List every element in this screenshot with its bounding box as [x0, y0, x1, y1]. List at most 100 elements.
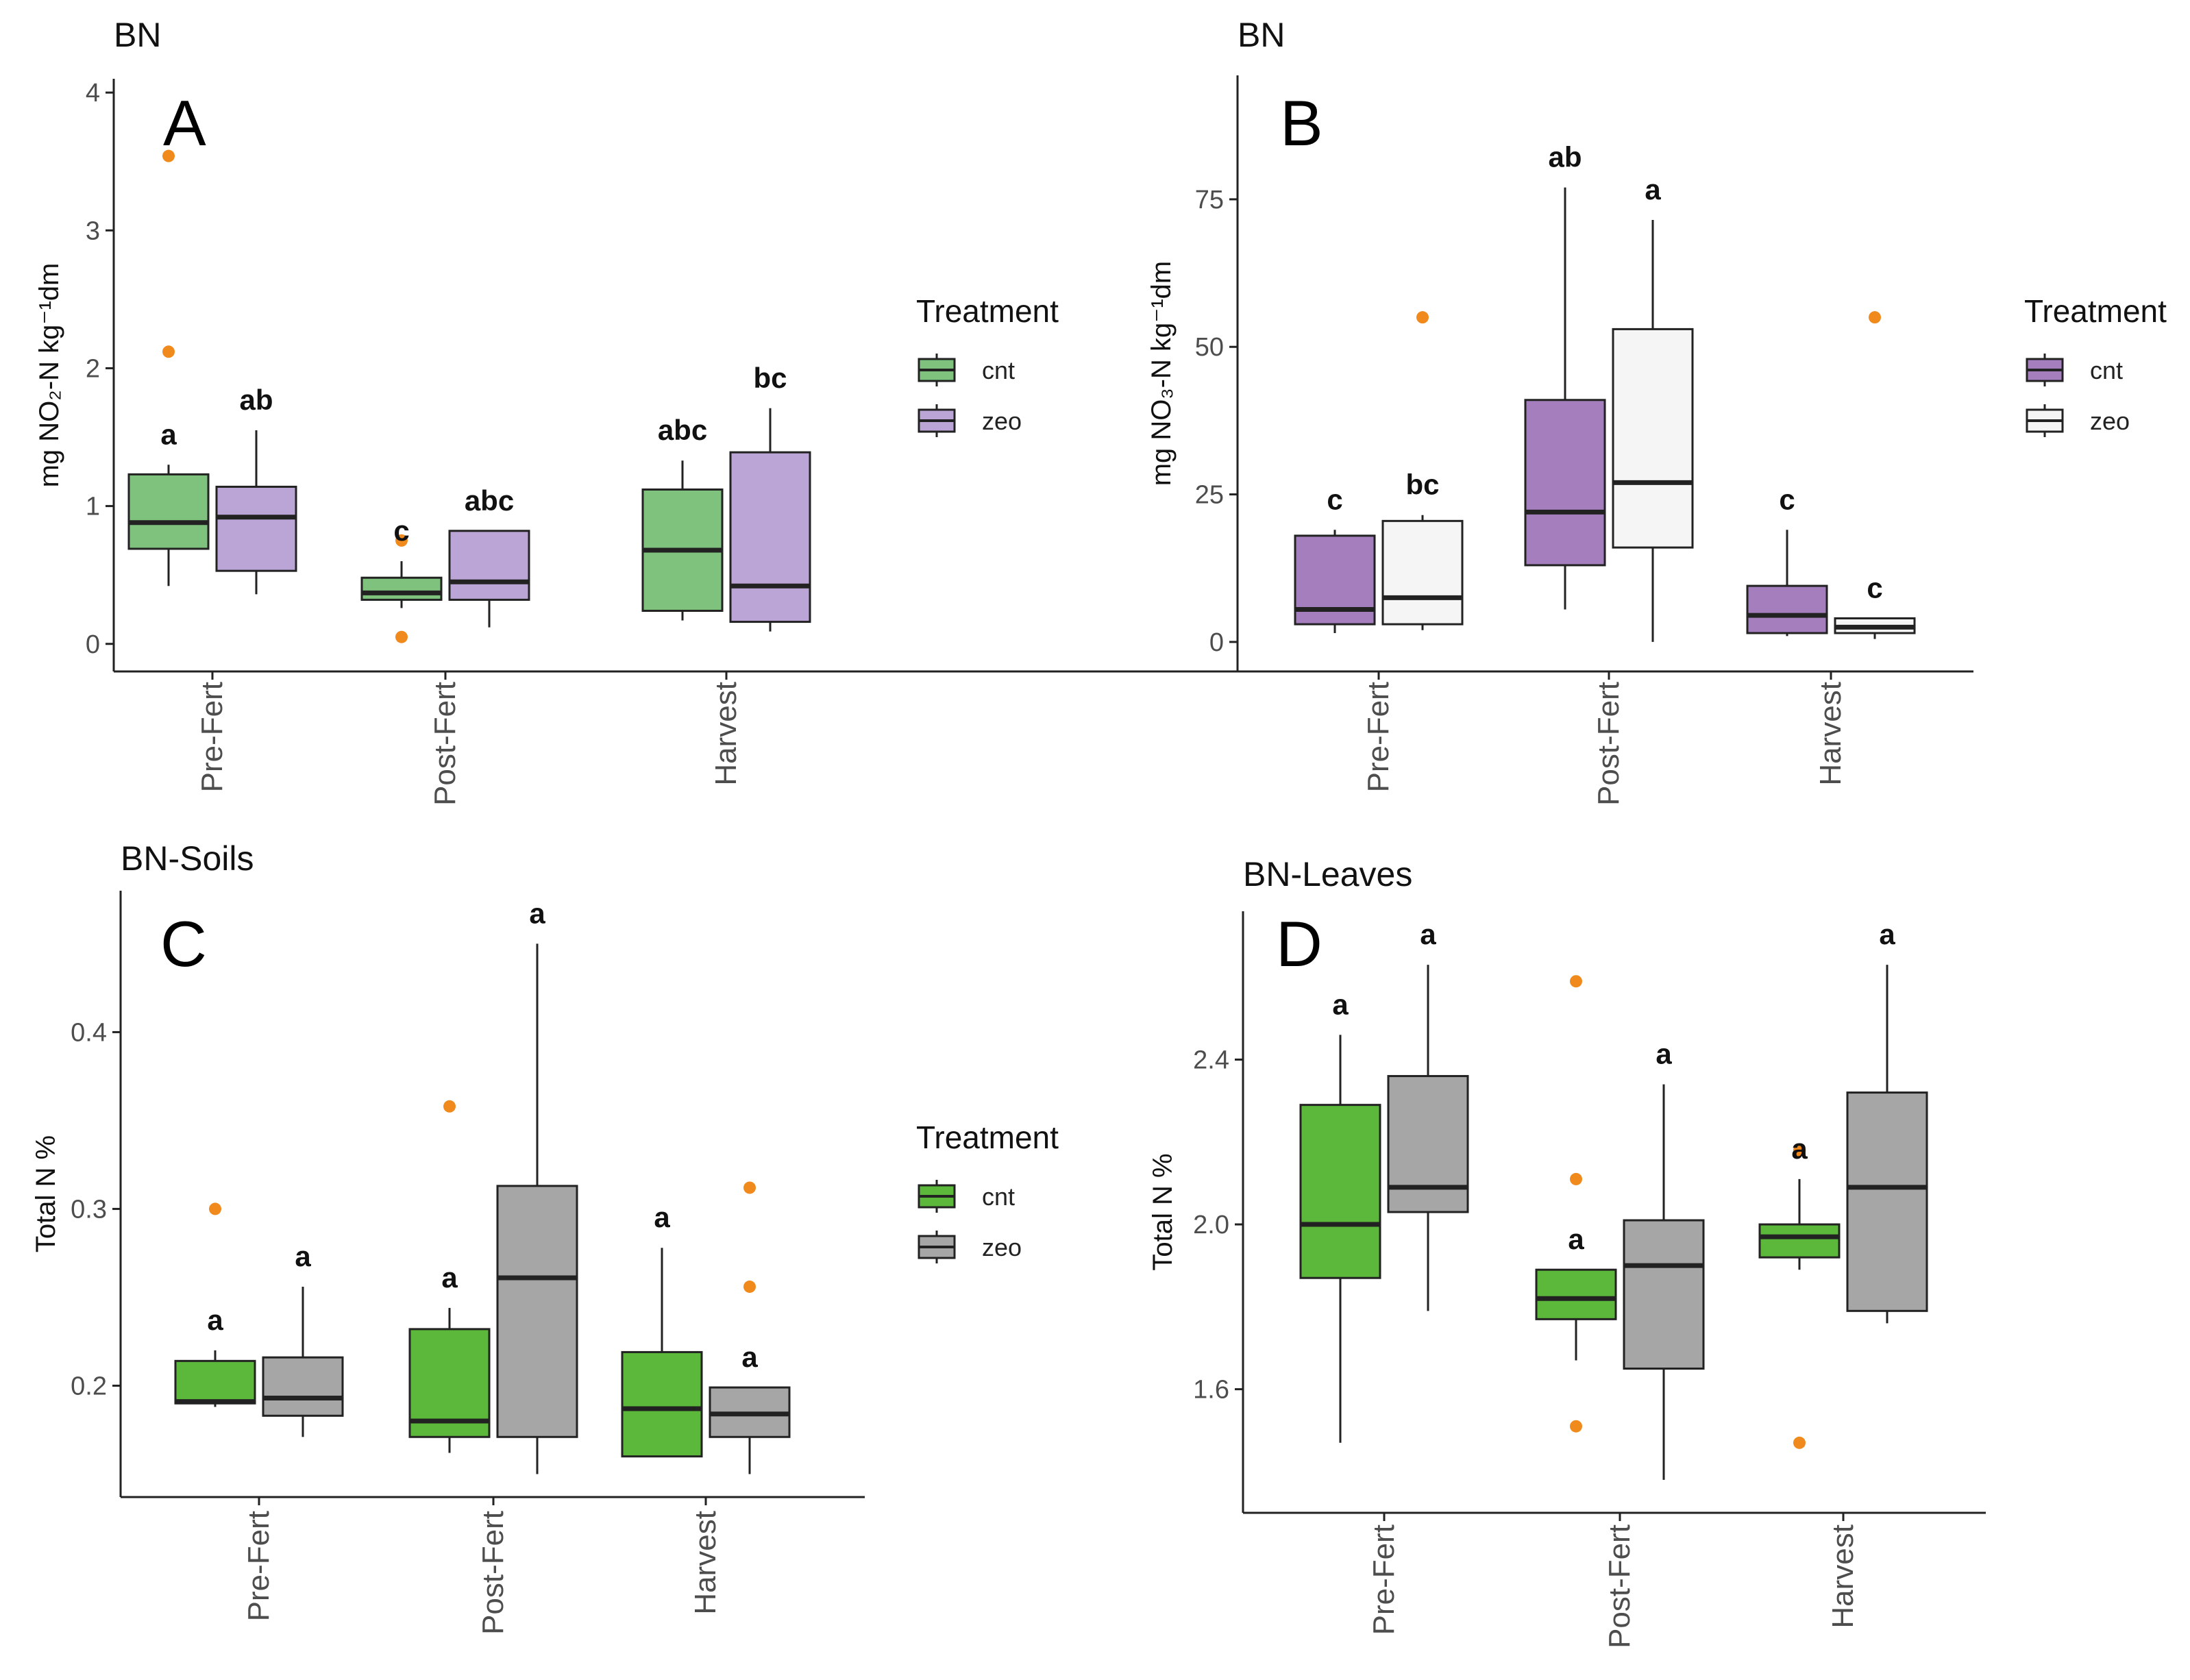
panel-d: BN-Leaves D Total N % 1.6 2.0 2.4 Pre-Fert Post…: [1148, 855, 1986, 1648]
outlier-point: [162, 149, 175, 162]
significance-label: abc: [465, 484, 514, 517]
box-zeo-post-fert: a: [496, 897, 578, 1474]
box-body: [360, 576, 443, 601]
significance-label: c: [1327, 483, 1342, 515]
legend-label-cnt: cnt: [982, 1183, 1015, 1211]
y-axis-label: mg NO₂-N kg⁻¹dm: [34, 263, 64, 488]
panel-title: BN-Leaves: [1243, 855, 1412, 893]
significance-label: a: [1568, 1223, 1584, 1255]
y-tick-label: 0.2: [71, 1372, 107, 1400]
outlier-point: [1570, 975, 1582, 988]
box-body: [621, 1350, 703, 1458]
significance-label: a: [1656, 1038, 1672, 1070]
outlier-point: [1416, 311, 1429, 324]
box-zeo-harvest: c: [1834, 311, 1916, 639]
outlier-point: [743, 1181, 756, 1194]
box-cnt-harvest: abc: [641, 414, 724, 621]
y-tick-label: 0.4: [71, 1018, 107, 1047]
box-body: [1623, 1219, 1705, 1370]
x-tick-label: Harvest: [1814, 682, 1847, 786]
box-cnt-harvest: a: [621, 1201, 703, 1458]
y-axis-label: Total N %: [1148, 1153, 1178, 1270]
box-body: [174, 1359, 256, 1405]
significance-label: a: [441, 1261, 458, 1294]
panel-title: BN: [1238, 16, 1285, 54]
significance-label: a: [1645, 173, 1661, 206]
y-tick-label: 1: [86, 493, 100, 521]
outlier-point: [743, 1280, 756, 1293]
x-tick-label: Post-Fert: [1592, 682, 1625, 806]
outlier-point: [395, 630, 408, 643]
box-zeo-pre-fert: bc: [1381, 311, 1464, 630]
legend-title: Treatment: [2024, 293, 2167, 329]
y-tick-label: 0: [86, 630, 100, 659]
box-zeo-pre-fert: a: [262, 1240, 344, 1437]
box-zeo-post-fert: a: [1623, 1038, 1705, 1480]
box-zeo-post-fert: abc: [448, 484, 530, 628]
y-tick-label: 4: [86, 79, 100, 108]
significance-label: ab: [239, 384, 273, 416]
box-body: [1746, 584, 1828, 634]
y-tick-label: 50: [1195, 333, 1224, 362]
significance-label: a: [295, 1240, 311, 1272]
significance-label: bc: [1405, 469, 1439, 501]
panel-letter: B: [1280, 87, 1323, 159]
box-zeo-harvest: bc: [729, 362, 811, 632]
significance-label: a: [1332, 988, 1349, 1020]
significance-label: a: [1420, 918, 1436, 950]
box-body: [1524, 399, 1606, 567]
outlier-point: [209, 1202, 221, 1215]
x-tick-label: Post-Fert: [428, 682, 462, 806]
box-body: [1299, 1104, 1381, 1279]
outlier-point: [1570, 1420, 1582, 1433]
box-zeo-post-fert: a: [1612, 173, 1694, 642]
box-cnt-pre-fert: c: [1294, 483, 1376, 634]
y-tick-label: 2: [86, 354, 100, 383]
outlier-point: [162, 345, 175, 358]
significance-label: bc: [753, 362, 787, 394]
panel-letter: D: [1276, 908, 1322, 980]
y-axis-label: mg NO₃-N kg⁻¹dm: [1146, 261, 1177, 486]
box-cnt-post-fert: a: [1535, 975, 1617, 1433]
box-body: [215, 485, 297, 572]
box-zeo-pre-fert: ab: [215, 384, 297, 595]
box-cnt-post-fert: c: [360, 515, 443, 643]
outlier-point: [443, 1100, 456, 1113]
significance-label: c: [393, 515, 409, 547]
outlier-point: [1869, 311, 1881, 324]
box-body: [262, 1356, 344, 1417]
y-axis-label: Total N %: [31, 1135, 61, 1252]
outlier-point: [1570, 1172, 1582, 1185]
box-body: [1846, 1091, 1928, 1312]
x-tick-label: Pre-Fert: [242, 1511, 275, 1621]
panel-letter: C: [160, 908, 207, 980]
box-cnt-post-fert: ab: [1524, 141, 1606, 610]
panel-c: BN-Soils C Total N % 0.2 0.3 0.4 Pre-Fert Post-…: [31, 839, 1059, 1635]
box-zeo-pre-fert: a: [1387, 918, 1469, 1311]
significance-label: c: [1867, 571, 1882, 604]
x-tick-label: Pre-Fert: [1367, 1524, 1401, 1635]
significance-label: a: [207, 1304, 223, 1336]
box-body: [496, 1185, 578, 1438]
box-body: [1612, 328, 1694, 549]
y-tick-label: 2.0: [1193, 1211, 1229, 1239]
box-body: [1535, 1268, 1617, 1320]
outlier-point: [1793, 1436, 1806, 1449]
significance-label: a: [1879, 918, 1895, 950]
legend-label-cnt: cnt: [982, 356, 1015, 384]
y-tick-label: 25: [1195, 481, 1224, 510]
significance-label: ab: [1548, 141, 1582, 173]
panel-b: BN Bmg NO₃-N kg⁻¹dm 0 25 50 75 Pre-Fert Post-Fe…: [1146, 16, 2167, 806]
y-tick-label: 75: [1195, 186, 1224, 214]
y-tick-label: 0: [1209, 628, 1224, 657]
box-body: [729, 451, 811, 623]
box-cnt-harvest: a: [1758, 1133, 1841, 1449]
x-tick-label: Harvest: [689, 1511, 722, 1615]
outlier-point: [395, 534, 408, 547]
panel-letter: A: [163, 87, 206, 159]
x-tick-label: Post-Fert: [476, 1511, 510, 1635]
y-tick-label: 1.6: [1193, 1376, 1229, 1405]
box-cnt-pre-fert: a: [1299, 988, 1381, 1443]
